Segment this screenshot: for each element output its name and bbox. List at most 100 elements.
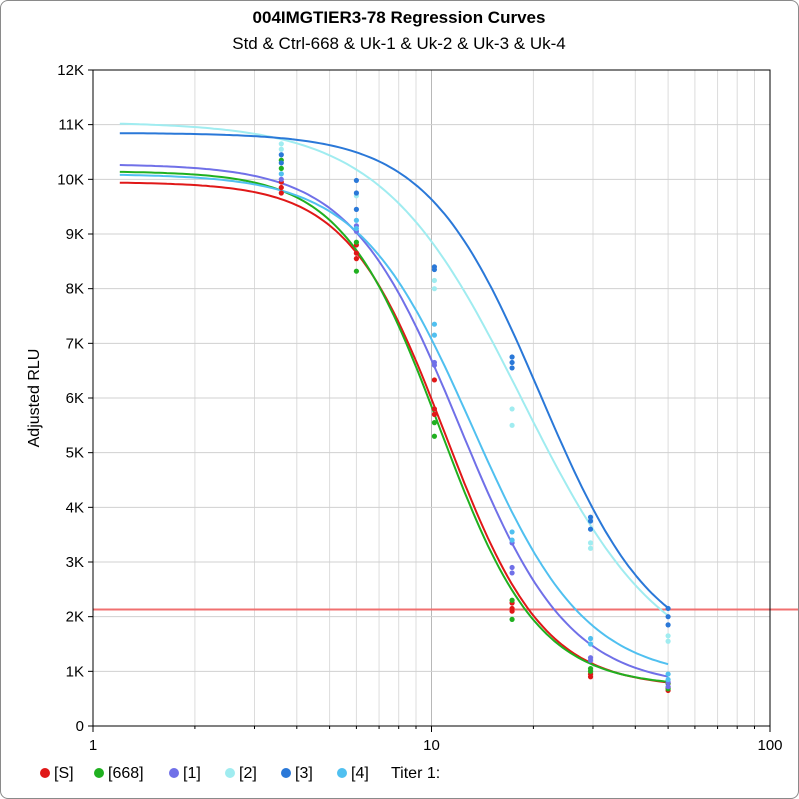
data-point [278, 165, 284, 171]
y-tick-label: 12K [57, 62, 84, 79]
data-point [587, 545, 594, 551]
data-point [665, 676, 671, 683]
chart-subtitle: Std & Ctrl-668 & Uk-1 & Uk-2 & Uk-3 & Uk… [232, 34, 565, 53]
data-point [278, 184, 284, 191]
points-layer [278, 141, 671, 694]
legend-marker [169, 768, 179, 778]
legend: Titer 1: [S] [668] [1] [2] [3] [4] [40, 765, 440, 782]
data-point [587, 666, 594, 672]
data-point [431, 359, 438, 366]
data-point [587, 514, 594, 520]
data-point [431, 433, 438, 439]
curve-4 [119, 173, 669, 666]
data-point [353, 239, 360, 245]
data-point [509, 605, 515, 612]
data-point [587, 540, 594, 546]
y-tick-label: 4K [66, 499, 84, 516]
data-point [509, 365, 515, 371]
data-point [665, 633, 671, 639]
data-point [431, 406, 438, 412]
data-point [353, 268, 360, 274]
legend-marker [94, 768, 104, 778]
x-tick-label: 100 [757, 737, 782, 754]
x-tick-label: 1 [89, 737, 97, 754]
data-point [278, 160, 284, 166]
curves-layer [119, 122, 669, 684]
curve-3 [119, 132, 669, 609]
data-point [665, 622, 671, 628]
data-point [665, 671, 671, 677]
data-point [587, 635, 594, 642]
legend-label: [2] [239, 765, 257, 782]
data-point [278, 190, 284, 196]
chart-title: 004IMGTIER3-78 Regression Curves [253, 8, 546, 27]
data-point [665, 638, 671, 644]
data-point [509, 406, 515, 412]
data-point [665, 614, 671, 620]
data-point [431, 277, 438, 284]
legend-marker [281, 768, 291, 778]
data-point [587, 655, 594, 661]
data-point [353, 256, 360, 262]
x-tick-label: 10 [423, 737, 440, 754]
y-tick-label: 8K [66, 281, 84, 298]
legend-marker [40, 768, 50, 778]
y-tick-label: 3K [66, 554, 84, 571]
curve-2 [119, 122, 669, 617]
data-point [353, 225, 360, 232]
data-point [509, 354, 515, 360]
data-point [431, 377, 438, 383]
data-point [587, 518, 594, 524]
y-tick-label: 10K [57, 171, 84, 188]
data-point [353, 190, 360, 196]
y-tick-label: 1K [66, 663, 84, 680]
data-point [431, 286, 438, 292]
data-point [509, 597, 515, 603]
legend-label: [668] [108, 765, 144, 782]
data-point [278, 141, 284, 147]
data-point [665, 605, 671, 612]
data-point [587, 641, 594, 647]
data-point [431, 411, 438, 417]
data-point [509, 422, 515, 428]
legend-label: [1] [183, 765, 201, 782]
curve-668 [119, 170, 669, 683]
data-point [278, 171, 284, 177]
y-tick-label: 5K [66, 445, 84, 462]
data-point [353, 217, 360, 223]
data-point [509, 359, 515, 366]
y-axis-label: Adjusted RLU [26, 349, 43, 448]
data-point [509, 570, 515, 576]
data-point [431, 332, 438, 338]
legend-label: [4] [351, 765, 369, 782]
data-point [587, 526, 594, 532]
y-tick-label: 6K [66, 390, 84, 407]
curve-S [119, 181, 669, 684]
legend-label: [3] [295, 765, 313, 782]
y-tick-label: 2K [66, 609, 84, 626]
data-point [665, 684, 671, 690]
y-tick-label: 7K [66, 335, 84, 352]
data-point [431, 321, 438, 327]
titer-label: Titer 1: [391, 765, 440, 782]
data-point [509, 529, 515, 535]
data-point [509, 616, 515, 623]
curve-1 [119, 164, 669, 678]
data-point [431, 264, 438, 270]
legend-marker [337, 768, 347, 778]
data-point [431, 420, 438, 426]
data-point [509, 537, 515, 543]
data-point [353, 250, 360, 256]
legend-label: [S] [54, 765, 74, 782]
data-point [353, 206, 360, 212]
data-point [509, 564, 515, 571]
data-point [353, 177, 360, 184]
axes-layer: 0 1K 2K 3K 4K 5K 6K 7K 8K 9K 10K 11K 12K 1 10 100 [57, 62, 782, 754]
data-point [278, 146, 284, 152]
legend-marker [225, 768, 235, 778]
y-tick-label: 9K [66, 226, 84, 243]
data-point [278, 152, 284, 158]
y-tick-label: 11K [58, 117, 84, 134]
